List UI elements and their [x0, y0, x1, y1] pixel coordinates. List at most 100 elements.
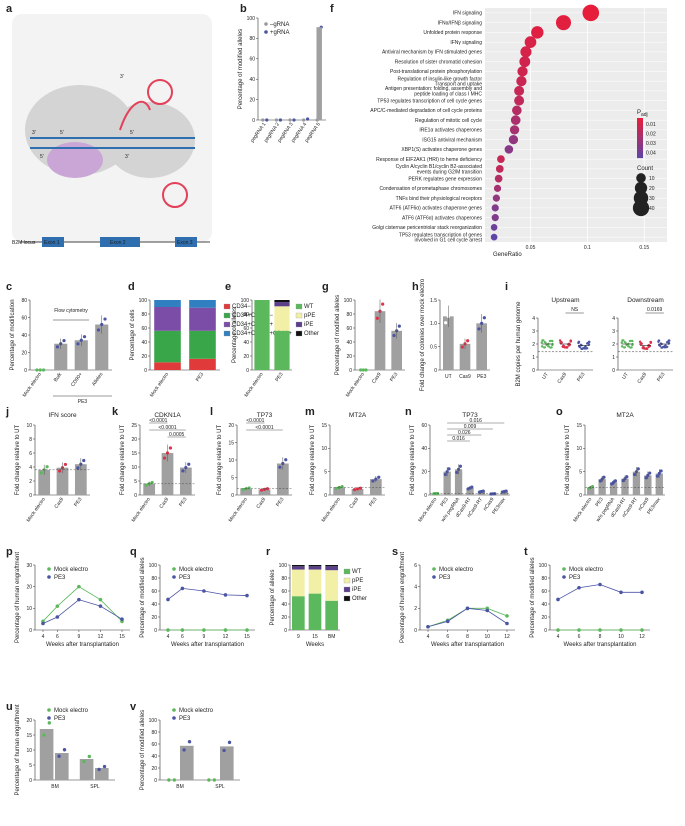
x-tick-label: Mock electro	[345, 372, 366, 399]
data-point	[120, 617, 124, 621]
term-label: Unfolded protein response	[423, 30, 482, 36]
enrichment-point	[512, 105, 522, 116]
legend-label: WT	[304, 304, 314, 310]
data-point	[458, 464, 462, 468]
x-tick-label: PE3	[389, 372, 399, 383]
x-tick-label: PE3	[73, 497, 83, 508]
data-point	[644, 476, 648, 480]
y-tick-label: 0	[154, 778, 157, 784]
x-axis-label: Weeks	[306, 642, 324, 648]
data-point	[39, 471, 43, 475]
data-point	[187, 462, 191, 466]
data-point	[172, 778, 177, 782]
y-tick-label: 40	[243, 340, 249, 346]
panel-letter: o	[556, 406, 563, 418]
legend-swatch	[295, 303, 303, 310]
x-tick-label: 4	[557, 634, 560, 640]
legend-label: Mock electro	[54, 708, 89, 714]
bar	[476, 323, 487, 370]
x-tick-label: Mock electro	[572, 497, 593, 524]
x-tick-label: Mock electro	[228, 497, 249, 524]
y-tick-label: 60	[541, 589, 547, 595]
legend-label: Other	[352, 596, 367, 602]
y-tick-label: 20	[228, 423, 234, 429]
term-label: APC/C-mediated degradation of cell cycle…	[370, 108, 482, 114]
strand-label: 5'	[130, 130, 134, 136]
data-point	[577, 628, 581, 632]
x-tick-label: PE3	[656, 372, 666, 383]
data-point	[640, 590, 644, 595]
data-point	[278, 465, 282, 469]
legend-label: PE3	[569, 575, 581, 581]
legend-label: Mock electro	[569, 567, 604, 573]
data-point	[565, 345, 568, 349]
panel-letter: n	[405, 406, 412, 418]
bar	[179, 467, 192, 495]
p-value: <0.0001	[246, 418, 264, 424]
stacked-bar-segment	[274, 330, 290, 370]
y-tick-label: 0	[246, 368, 249, 374]
bar	[38, 469, 51, 495]
data-point	[631, 340, 634, 343]
stacked-bar-segment	[154, 300, 181, 307]
data-point	[578, 340, 581, 344]
data-point	[41, 621, 45, 626]
data-point	[278, 118, 282, 122]
y-axis-label: Fold change relative to UT	[410, 424, 416, 495]
legend-label: CD34−	[232, 304, 251, 310]
data-point	[541, 339, 544, 342]
y-tick-label: 10	[26, 423, 32, 429]
bar	[459, 343, 471, 370]
x-tick-label: PE3	[195, 372, 205, 383]
x-tick-label: Cas9	[371, 372, 383, 385]
data-point	[613, 479, 618, 483]
color-scale-step	[637, 120, 643, 123]
legend-marker	[562, 575, 566, 579]
bar	[598, 479, 606, 495]
annotation: Flow cytometry	[54, 308, 88, 314]
data-point	[443, 472, 447, 477]
data-point	[551, 340, 554, 343]
data-point	[288, 118, 292, 122]
data-point	[181, 469, 185, 473]
bar	[391, 330, 402, 370]
data-point	[259, 488, 264, 492]
x-axis-label: GeneRatio	[493, 252, 522, 258]
term-label: Post-translational protein phosphorylati…	[390, 69, 482, 75]
p-value: 0.016	[469, 418, 482, 424]
data-point	[103, 317, 107, 321]
data-point	[361, 368, 365, 372]
term-label: ISG15 antiviral mechanism	[422, 137, 482, 143]
data-point	[392, 333, 396, 338]
term-label: PERK regulates gene expression	[408, 176, 482, 182]
y-tick-label: 0	[154, 628, 157, 634]
x-tick-label: PE3	[274, 372, 284, 383]
color-scale-step	[637, 122, 643, 125]
x-tick-label: PE3	[368, 497, 378, 508]
y-axis-label: Percentage of human engraftment	[400, 552, 406, 643]
enrichment-point	[495, 165, 504, 173]
stacked-bar-segment	[292, 596, 305, 630]
y-tick-label: 60	[346, 326, 352, 332]
data-point	[621, 339, 624, 342]
chart-title: TP73	[257, 412, 273, 419]
data-point	[180, 628, 185, 632]
data-point	[660, 346, 663, 349]
exon-1-label: Exon 1	[44, 240, 60, 246]
term-label: IFNα/IFNβ signaling	[438, 20, 483, 26]
y-tick-label: 2	[29, 479, 32, 485]
panel-title: Downstream	[627, 297, 663, 304]
bar	[258, 489, 271, 495]
y-tick-label: 0	[231, 493, 234, 499]
data-point	[150, 480, 154, 485]
legend-marker	[47, 716, 51, 720]
data-point	[465, 606, 470, 611]
y-axis-label: Percentage of human engraftment	[15, 552, 21, 643]
legend-label: –gRNA	[270, 22, 289, 28]
y-tick-label: 80	[249, 36, 255, 42]
bar	[500, 491, 508, 495]
y-tick-label: 3	[532, 329, 535, 335]
y-tick-label: 20	[141, 354, 147, 360]
x-tick-label: 8	[466, 634, 469, 640]
legend-label: PE3	[179, 575, 191, 581]
